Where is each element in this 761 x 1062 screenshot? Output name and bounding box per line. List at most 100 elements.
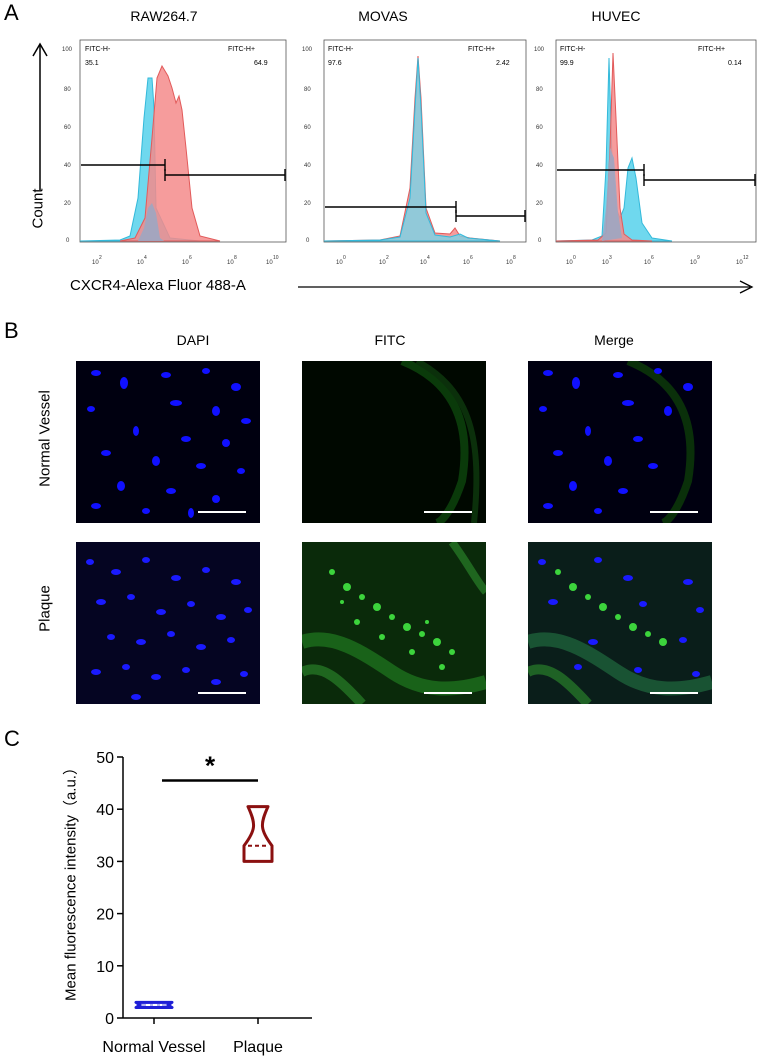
x-tick: 10: [227, 260, 234, 266]
micrograph-plaque-fitc: [302, 542, 486, 704]
x-tick-exp: 4: [427, 255, 430, 261]
x-tick-exp: 3: [609, 255, 612, 261]
x-tick: 10: [644, 260, 651, 266]
x-tick-label: Normal Vessel: [102, 1039, 205, 1056]
flow-title-movas: MOVAS: [358, 8, 408, 24]
scale-bar: [198, 692, 246, 694]
y-tick: 60: [64, 125, 71, 131]
violin-y-axis-title: Mean fluorescence intensity（a.u.）: [62, 760, 80, 1001]
x-tick: 10: [690, 260, 697, 266]
flow-title-huvec: HUVEC: [591, 8, 641, 24]
x-tick-exp: 0: [573, 255, 576, 261]
violin-chart: 0 10 20 30 40 50 Normal Vessel Plaque *: [96, 750, 312, 1056]
x-tick-exp: 4: [144, 255, 147, 261]
micrograph-normal-dapi: [76, 361, 260, 523]
y-tick: 40: [64, 163, 71, 169]
panel-label-b: B: [4, 318, 19, 343]
column-title-fitc: FITC: [374, 332, 406, 348]
x-tick-exp: 6: [470, 255, 473, 261]
gate-neg-label: FITC-H-: [85, 46, 111, 53]
x-tick: 10: [92, 260, 99, 266]
y-tick-label: 40: [96, 802, 114, 819]
x-tick-exp: 6: [651, 255, 654, 261]
y-tick: 80: [304, 87, 311, 93]
micrograph-plaque-merge: [528, 542, 712, 704]
row-label-normal-vessel: Normal Vessel: [36, 390, 54, 487]
column-title-merge: Merge: [594, 332, 634, 348]
y-tick: 80: [64, 87, 71, 93]
x-tick-exp: 12: [743, 255, 749, 261]
y-tick: 20: [304, 201, 311, 207]
x-tick: 10: [602, 260, 609, 266]
y-tick: 100: [302, 47, 313, 53]
y-tick: 80: [536, 87, 543, 93]
x-tick: 10: [463, 260, 470, 266]
x-tick: 10: [566, 260, 573, 266]
dapi-nuclei: [87, 368, 251, 518]
x-tick: 10: [736, 260, 743, 266]
y-tick-label: 10: [96, 959, 114, 976]
micrograph-plaque-dapi: [76, 542, 260, 704]
y-tick-label: 50: [96, 750, 114, 767]
y-tick: 20: [64, 201, 71, 207]
x-tick: 10: [182, 260, 189, 266]
y-tick-label: 0: [105, 1011, 114, 1028]
column-title-dapi: DAPI: [176, 332, 210, 348]
gate-pos-value: 0.14: [728, 60, 742, 67]
x-tick-exp: 6: [189, 255, 192, 261]
x-tick: 10: [506, 260, 513, 266]
micrograph-normal-merge: [528, 361, 712, 523]
x-tick-exp: 10: [273, 255, 279, 261]
x-tick-exp: 0: [343, 255, 346, 261]
y-tick: 40: [304, 163, 311, 169]
x-tick: 10: [420, 260, 427, 266]
x-tick: 10: [336, 260, 343, 266]
merge-signal: [539, 361, 695, 523]
gate-pos-label: FITC-H+: [468, 46, 495, 53]
flow-x-axis-title: CXCR4-Alexa Fluor 488-A: [70, 277, 246, 294]
flow-histogram-huvec: 100 80 60 40 20 0 FITC-H- 99.9 FITC-H+ 0…: [534, 39, 757, 266]
count-axis-arrow: [32, 42, 48, 190]
x-tick-exp: 9: [697, 255, 700, 261]
gate-neg-label: FITC-H-: [560, 46, 586, 53]
scale-bar: [650, 511, 698, 513]
count-axis-title: Count: [29, 188, 47, 229]
row-label-plaque: Plaque: [36, 585, 54, 632]
merge-signal: [528, 557, 712, 704]
gate-neg-value: 97.6: [328, 60, 342, 67]
x-tick-exp: 8: [234, 255, 237, 261]
y-tick: 0: [66, 238, 70, 244]
gate-pos-label: FITC-H+: [698, 46, 725, 53]
x-tick: 10: [379, 260, 386, 266]
scale-bar: [650, 692, 698, 694]
y-tick: 0: [538, 238, 542, 244]
y-tick: 0: [306, 238, 310, 244]
scale-bar: [424, 511, 472, 513]
gate-pos-label: FITC-H+: [228, 46, 255, 53]
panel-label-a: A: [4, 0, 19, 25]
x-tick: 10: [266, 260, 273, 266]
scale-bar: [198, 511, 246, 513]
x-tick: 10: [137, 260, 144, 266]
fitc-signal: [400, 361, 480, 523]
flow-histogram-raw264: 100 80 60 40 20 0 FITC-H- 35.1 FITC-H+ 6…: [62, 39, 287, 266]
dapi-nuclei: [86, 557, 252, 700]
x-tick-exp: 2: [99, 255, 102, 261]
panel-label-c: C: [4, 726, 20, 751]
gate-neg-value: 99.9: [560, 60, 574, 67]
y-tick: 60: [304, 125, 311, 131]
y-tick: 60: [536, 125, 543, 131]
significance-star: *: [205, 750, 216, 780]
gate-neg-value: 35.1: [85, 60, 99, 67]
flow-histogram-movas: 100 80 60 40 20 0 FITC-H- 97.6 FITC-H+ 2…: [302, 39, 527, 266]
y-tick: 20: [536, 201, 543, 207]
gate-neg-label: FITC-H-: [328, 46, 354, 53]
y-tick: 100: [62, 47, 73, 53]
micrograph-normal-fitc: [302, 361, 486, 523]
y-tick-label: 30: [96, 854, 114, 871]
x-tick-label: Plaque: [233, 1039, 283, 1056]
x-tick-exp: 2: [386, 255, 389, 261]
flow-x-axis-arrow: [298, 280, 754, 294]
gate-pos-value: 64.9: [254, 60, 268, 67]
flow-title-raw264: RAW264.7: [130, 8, 198, 24]
